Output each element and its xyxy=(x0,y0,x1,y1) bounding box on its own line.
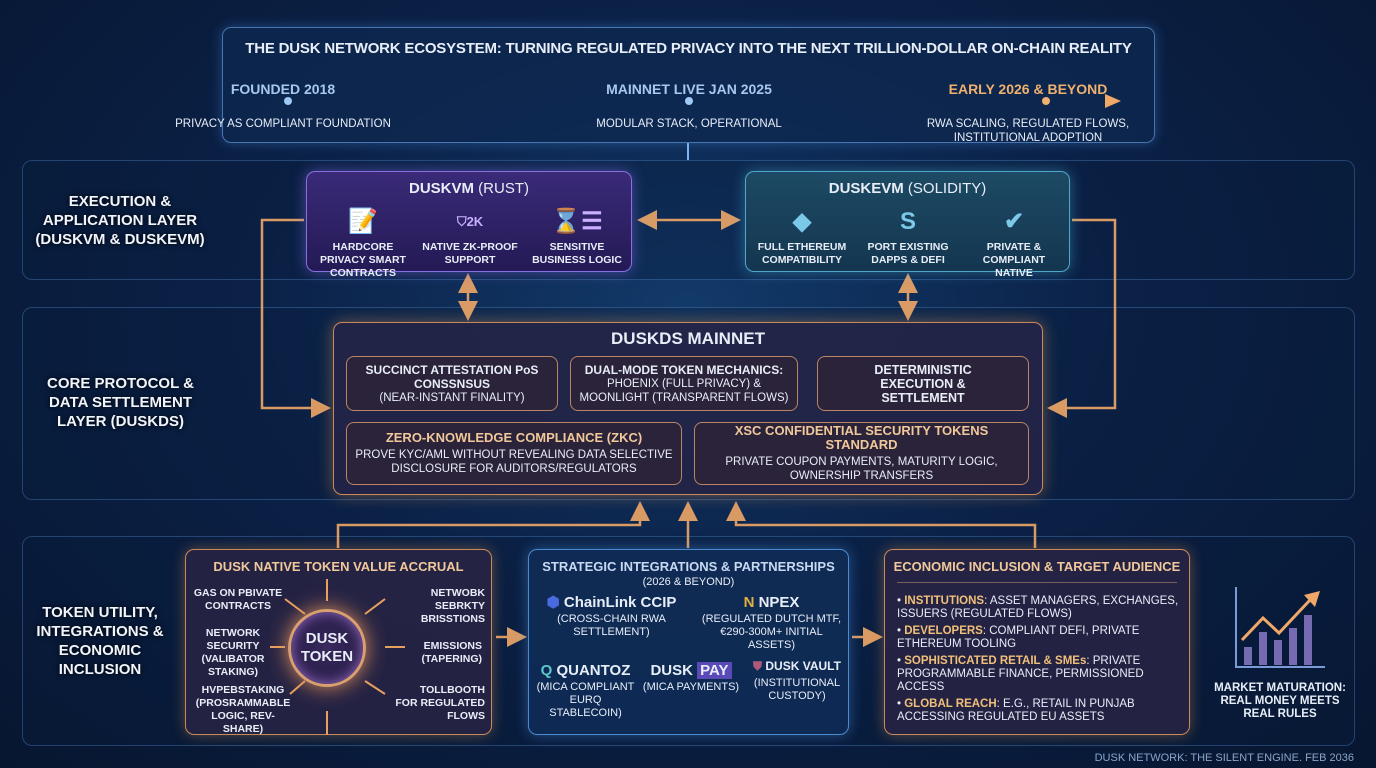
mainnet-title: DUSKDS MAINNET xyxy=(611,329,765,348)
quantoz-q-icon: Q xyxy=(540,662,553,679)
audience-item: • GLOBAL REACH: E.G., RETAIL IN PUNJAB A… xyxy=(897,698,1135,723)
integrations-title: STRATEGIC INTEGRATIONS & PARTNERSHIPS xyxy=(542,559,835,574)
mainnet-cell-xsc: XSC CONFIDENTIAL SECURITY TOKENS STANDAR… xyxy=(694,422,1029,485)
milestone-label: EARLY 2026 & BEYOND xyxy=(948,81,1108,97)
token-inflow-arrows xyxy=(270,579,405,735)
mainnet-cell-token-mechanics: DUAL-MODE TOKEN MECHANICS: PHOENIX (FULL … xyxy=(570,356,798,411)
partner-duskpay: DUSK PAY (MICA PAYMENTS) xyxy=(642,662,740,693)
mainnet-cell-consensus: SUCCINCT ATTESTATION PoS CONSSNSUS (NEAR-… xyxy=(346,356,558,411)
duskvm-feature: ⛉2K NATIVE ZK-PROOF SUPPORT xyxy=(420,206,520,267)
milestone-desc: MODULAR STACK, OPERATIONAL xyxy=(596,118,782,130)
timeline-milestone: FOUNDED 2018 PRIVACY AS COMPLIANT FOUNDAT… xyxy=(153,81,413,131)
duskevm-feature: ◆ FULL ETHEREUM COMPATIBILITY xyxy=(752,206,852,267)
chainlink-hexagon-icon: ⬢ xyxy=(546,594,560,611)
page-title: THE DUSK NETWORK ECOSYSTEM: TURNING REGU… xyxy=(245,40,1132,57)
execution-layer-label: EXECUTION & APPLICATION LAYER (DUSKVM & … xyxy=(35,193,205,248)
economic-inclusion-panel: ECONOMIC INCLUSION & TARGET AUDIENCE • I… xyxy=(884,549,1190,735)
header-panel: THE DUSK NETWORK ECOSYSTEM: TURNING REGU… xyxy=(175,27,1155,145)
duskvm-feature: 📝 HARDCORE PRIVACY SMART CONTRACTS xyxy=(313,206,413,280)
audience-item: • DEVELOPERS: COMPLIANT DEFI, PRIVATE ET… xyxy=(897,625,1140,650)
vault-shield-icon: ⛊ xyxy=(753,659,763,673)
market-caption: MARKET MATURATION: REAL MONEY MEETS REAL… xyxy=(1214,682,1346,720)
npex-logo-icon: N xyxy=(743,594,755,611)
audience-item: • INSTITUTIONS: ASSET MANAGERS, EXCHANGE… xyxy=(897,595,1179,620)
growth-chart-icon xyxy=(1235,587,1325,668)
integrations-subtitle: (2026 & BEYOND) xyxy=(642,576,735,588)
integrations-panel: STRATEGIC INTEGRATIONS & PARTNERSHIPS (2… xyxy=(528,549,849,735)
duskvm-panel: DUSKVM (RUST) 📝 HARDCORE PRIVACY SMART CO… xyxy=(306,171,632,279)
token-panel-title: DUSK NATIVE TOKEN VALUE ACCRUAL xyxy=(213,559,464,574)
duskevm-feature: S PORT EXISTING DAPPS & DEFI xyxy=(858,206,958,267)
duskvm-feature: ⌛☰ SENSITIVE BUSINESS LOGIC xyxy=(527,206,627,267)
duskevm-panel: DUSKEVM (SOLIDITY) ◆ FULL ETHEREUM COMPAT… xyxy=(745,171,1070,279)
milestone-desc: PRIVACY AS COMPLIANT FOUNDATION xyxy=(175,118,391,130)
partner-quantoz: Q QUANTOZ (MICA COMPLIANT EURQ STABLECOIN… xyxy=(536,662,635,719)
duskevm-feature: ✔ PRIVATE & COMPLIANT NATIVE xyxy=(964,206,1064,280)
footer-note: DUSK NETWORK: THE SILENT ENGINE. FEB 203… xyxy=(1094,752,1354,764)
partner-npex: N NPEX (REGULATED DUTCH MTF, €290-300M+ I… xyxy=(701,594,842,651)
token-item: NETWORK SECURITY (VALIBATOR STAKING) xyxy=(201,627,265,678)
zk-shield-icon: ⛉2K xyxy=(456,214,484,229)
port-icon: S xyxy=(899,208,916,235)
duskevm-title: DUSKEVM (SOLIDITY) xyxy=(828,180,987,197)
core-layer-label: CORE PROTOCOL & DATA SETTLEMENT LAYER (D… xyxy=(47,375,194,430)
business-logic-icon: ⌛☰ xyxy=(551,208,603,235)
contract-icon: 📝 xyxy=(348,208,378,235)
milestone-label: FOUNDED 2018 xyxy=(230,81,336,97)
token-item: EMISSIONS (TAPERING) xyxy=(421,640,482,665)
duskvm-title: DUSKVM (RUST) xyxy=(408,180,529,197)
partner-chainlink: ⬢ ChainLink CCIP (CROSS-CHAIN RWA SETTLEM… xyxy=(546,594,677,638)
mainnet-cell-execution: DETERMINISTIC EXECUTION & SETTLEMENT xyxy=(817,356,1029,411)
partner-duskvault: ⛊ DUSK VAULT (INSTITUTIONAL CUSTODY) xyxy=(753,659,841,703)
milestone-desc: RWA SCALING, REGULATED FLOWS, INSTITUTIO… xyxy=(926,118,1130,144)
shield-check-icon: ✔ xyxy=(1003,208,1025,235)
audience-item: • SOPHISTICATED RETAIL & SMEs: PRIVATE P… xyxy=(897,655,1144,693)
economic-title: ECONOMIC INCLUSION & TARGET AUDIENCE xyxy=(893,559,1181,574)
divider xyxy=(897,582,1177,583)
mainnet-cell-zkc: ZERO-KNOWLEDGE COMPLIANCE (ZKC) PROVE KYC… xyxy=(346,422,682,485)
timeline-arrow xyxy=(253,94,1121,108)
token-layer-label: TOKEN UTILITY, INTEGRATIONS & ECONOMIC I… xyxy=(36,604,164,678)
milestone-label: MAINNET LIVE JAN 2025 xyxy=(606,81,772,97)
token-item: GAS ON PBIVATE CONTRACTS xyxy=(193,587,283,612)
duskds-mainnet-panel: DUSKDS MAINNET SUCCINCT ATTESTATION PoS … xyxy=(333,322,1043,495)
dusk-token-orb: DUSK TOKEN xyxy=(288,609,366,687)
token-item: HVPEBSTAKING (PROSRAMMABLE LOGIC, REV-SH… xyxy=(195,684,291,735)
token-item: NETWOBK SEBRKTY BRISSTIONS xyxy=(420,587,485,625)
timeline-milestone: MAINNET LIVE JAN 2025 MODULAR STACK, OPER… xyxy=(559,81,819,131)
timeline-milestone: EARLY 2026 & BEYOND RWA SCALING, REGULATE… xyxy=(913,81,1143,145)
ethereum-icon: ◆ xyxy=(792,208,812,235)
token-item: TOLLBOOTH FOR REGULATED FLOWS xyxy=(395,684,485,722)
